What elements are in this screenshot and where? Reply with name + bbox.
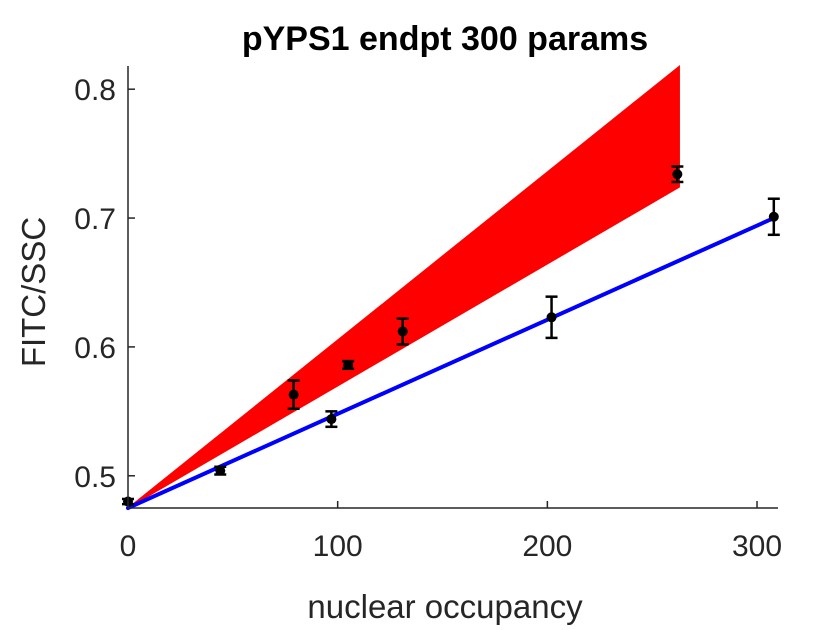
point-marker <box>343 359 354 370</box>
data-point <box>396 317 409 346</box>
data-point <box>214 465 227 476</box>
y-ticks: 0.5 0.6 0.7 0.8 <box>74 74 135 494</box>
point-marker <box>546 312 557 323</box>
plot-area <box>122 64 780 510</box>
data-point <box>325 410 338 429</box>
point-marker <box>215 465 226 476</box>
data-point <box>287 379 300 411</box>
y-axis-label: FITC/SSC <box>15 217 52 367</box>
data-point <box>342 359 355 371</box>
y-tick-label: 0.5 <box>74 461 116 494</box>
data-point <box>671 165 684 184</box>
axes: 0 100 200 300 0.5 0.6 0.7 0.8 <box>74 66 782 563</box>
points-layer <box>122 165 780 507</box>
x-tick-label: 300 <box>732 530 782 563</box>
line-layer <box>126 216 776 510</box>
data-point <box>545 295 558 340</box>
model-band <box>127 64 680 509</box>
x-tick-label: 100 <box>313 530 363 563</box>
point-marker <box>768 211 779 222</box>
band-layer <box>127 64 680 509</box>
data-point <box>767 197 780 237</box>
fit-line <box>126 216 776 510</box>
x-ticks: 0 100 200 300 <box>120 501 782 563</box>
point-marker <box>397 326 408 337</box>
point-marker <box>672 169 683 180</box>
x-tick-label: 200 <box>522 530 572 563</box>
point-marker <box>326 414 337 425</box>
x-axis-label: nuclear occupancy <box>307 588 583 625</box>
point-marker <box>288 389 299 400</box>
y-tick-label: 0.6 <box>74 332 116 365</box>
chart-title: pYPS1 endpt 300 params <box>242 20 648 58</box>
x-tick-label: 0 <box>120 530 137 563</box>
y-tick-label: 0.8 <box>74 74 116 107</box>
y-tick-label: 0.7 <box>74 203 116 236</box>
